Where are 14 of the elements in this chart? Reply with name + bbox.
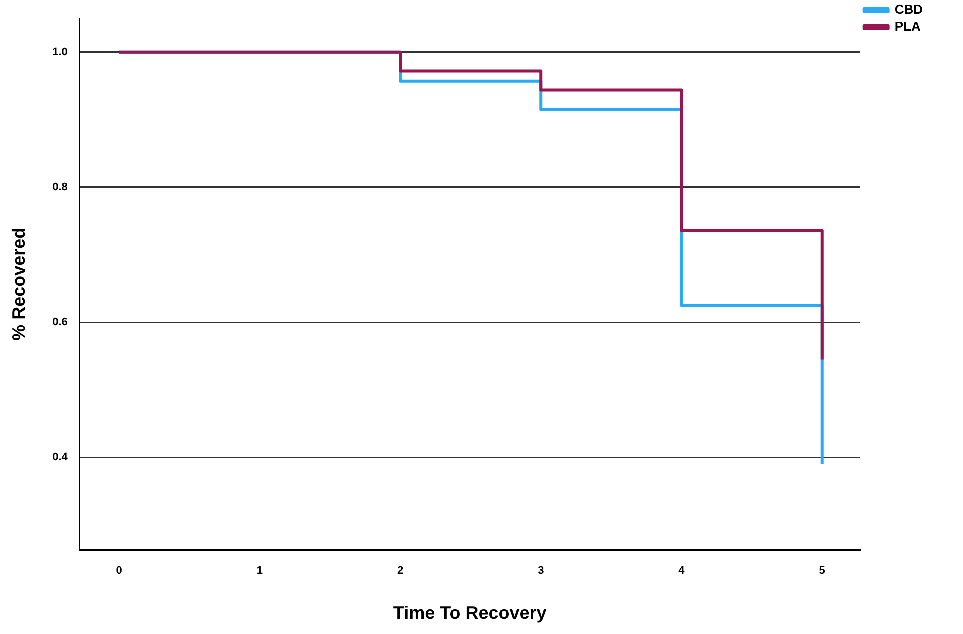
y-tick-label: 0.4 (52, 452, 69, 464)
legend-label: PLA (894, 19, 922, 34)
x-tick-label: 4 (678, 564, 686, 577)
y-axis-title: % Recovered (8, 228, 29, 341)
x-tick-label: 1 (256, 564, 263, 577)
legend-label: CBD (894, 2, 924, 18)
y-tick-label: 0.8 (52, 182, 68, 194)
x-tick-label: 2 (397, 564, 404, 577)
x-tick-label: 3 (538, 564, 544, 577)
x-tick-label: 5 (819, 564, 826, 577)
y-tick-label: 1.0 (52, 46, 68, 58)
y-tick-label: 0.6 (52, 316, 68, 329)
x-axis-title: Time To Recovery (393, 603, 547, 624)
x-tick-label: 0 (116, 564, 122, 577)
